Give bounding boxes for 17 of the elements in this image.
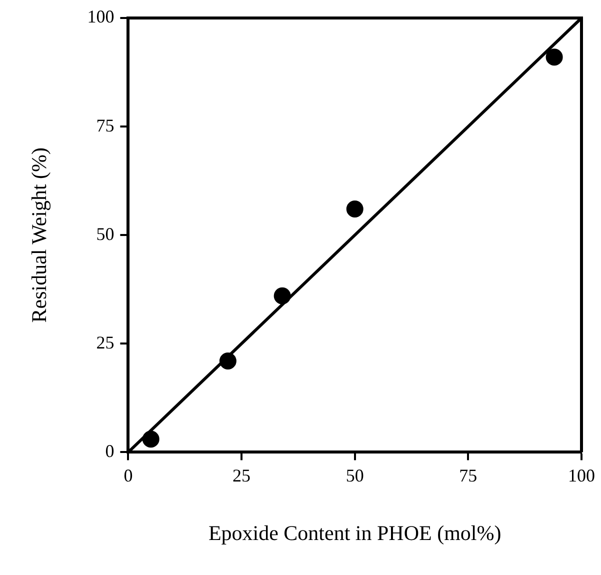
x-tick-label: 100	[568, 466, 595, 486]
y-tick-label: 25	[96, 332, 114, 352]
x-tick-label: 25	[232, 466, 251, 486]
point	[346, 200, 364, 218]
y-tick-label: 0	[105, 440, 114, 461]
y-tick-label: 75	[96, 115, 114, 136]
x-tick-label: 0	[124, 466, 133, 486]
point	[142, 430, 160, 448]
y-tick-label: 100	[87, 6, 114, 27]
x-tick-label: 50	[346, 466, 364, 486]
y-tick-label: 50	[96, 224, 114, 244]
point	[219, 352, 236, 370]
point	[546, 48, 563, 66]
point	[274, 287, 291, 304]
y-axis-title: Residual Weight (%)	[27, 147, 52, 323]
x-tick-label: 75	[459, 466, 478, 486]
x-axis-title: Epoxide Content in PHOE (mol%)	[208, 520, 502, 545]
